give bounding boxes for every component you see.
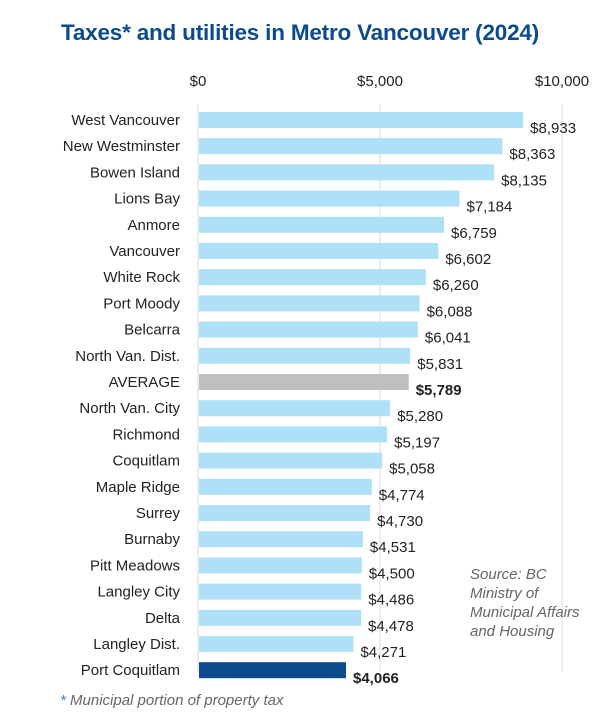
category-label: Belcarra [124,322,181,339]
category-label: Vancouver [109,243,180,260]
bar [199,452,383,469]
category-label: Anmore [127,217,180,234]
category-label: Delta [145,610,181,627]
data-label: $4,730 [377,513,423,530]
footnote-star: * [60,692,66,709]
category-label: AVERAGE [109,374,180,391]
data-label: $6,602 [445,251,491,268]
data-label: $7,184 [466,199,512,216]
bar [199,347,411,364]
data-label: $6,088 [427,303,473,320]
x-tick-label: $5,000 [357,73,403,90]
category-label: Richmond [112,426,180,443]
data-label: $8,135 [501,172,547,189]
bar [199,321,418,338]
bar [199,400,391,417]
category-label: Maple Ridge [96,479,180,496]
data-label: $5,058 [389,461,435,478]
category-label: North Van. Dist. [75,348,180,365]
bar [199,636,354,652]
source-note: Source: BC Ministry of Municipal Affairs… [470,566,580,640]
bar [199,609,361,626]
data-label: $4,271 [360,644,406,661]
category-label: Pitt Meadows [90,557,180,574]
category-label: New Westminster [63,138,180,155]
data-label: $5,831 [417,356,463,373]
bar [199,138,503,155]
category-label: Port Coquitlam [81,662,180,679]
category-label: Port Moody [103,295,180,312]
bar [199,374,409,390]
x-tick-label: $10,000 [535,73,589,90]
bar [199,583,362,600]
bar [199,662,347,679]
data-label: $4,531 [370,539,416,556]
data-label: $4,774 [379,487,425,504]
category-label: Surrey [136,505,181,522]
bar [199,531,363,548]
data-label: $6,041 [425,330,471,347]
footnote-text: Municipal portion of property tax [70,692,284,709]
bar [199,478,372,495]
data-label: $6,260 [433,277,479,294]
bar [199,164,495,181]
data-label: $8,933 [530,120,576,137]
bar [199,269,426,286]
x-tick-label: $0 [190,73,207,90]
bar [199,190,460,207]
category-label: Coquitlam [112,453,180,470]
bar [199,426,388,443]
data-label: $5,789 [416,382,462,399]
data-label: $4,486 [368,592,414,609]
data-label: $4,066 [353,670,399,687]
bar [199,557,362,574]
footnote: * Municipal portion of property tax [60,692,283,709]
data-label: $5,197 [394,434,440,451]
bar [199,112,524,128]
category-label: Langley City [97,584,180,601]
bar [199,243,439,259]
category-label: Langley Dist. [93,636,180,653]
data-label: $8,363 [509,146,555,163]
bar [199,295,420,312]
chart-title: Taxes* and utilities in Metro Vancouver … [60,20,540,45]
category-label: West Vancouver [71,112,180,129]
data-label: $6,759 [451,225,497,242]
data-label: $5,280 [397,408,443,425]
data-label: $4,500 [369,565,415,582]
data-label: $4,478 [368,618,414,635]
bar [199,505,371,521]
category-label: North Van. City [79,400,180,417]
category-label: Burnaby [124,531,180,548]
category-label: Bowen Island [90,164,180,181]
category-label: White Rock [103,269,180,286]
bar [199,216,445,233]
category-label: Lions Bay [114,191,180,208]
